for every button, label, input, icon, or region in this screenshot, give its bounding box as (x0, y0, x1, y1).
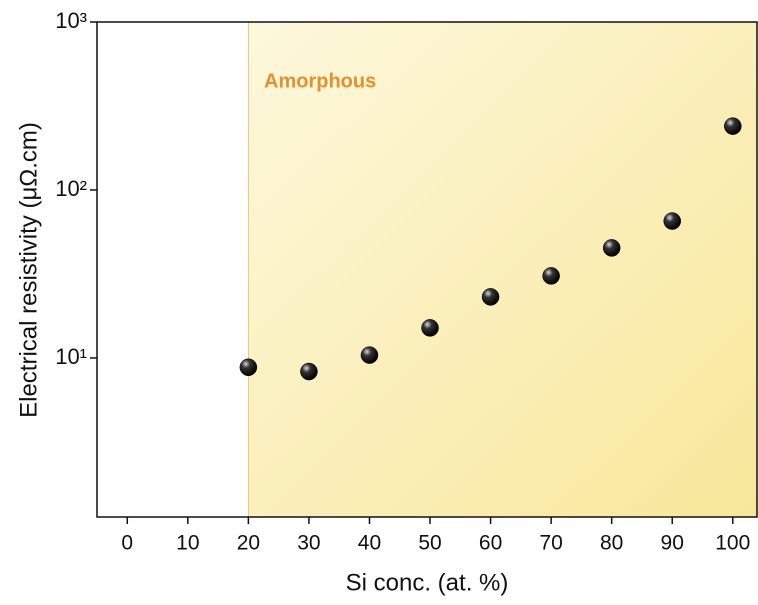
data-point (542, 267, 560, 285)
data-point (602, 239, 621, 257)
y-tick-label: 10² (55, 176, 87, 201)
x-tick-label: 80 (600, 532, 623, 555)
x-tick-label: 50 (418, 532, 441, 555)
data-point (360, 346, 379, 364)
x-tick-label: 0 (121, 532, 133, 555)
data-point (663, 212, 681, 230)
data-point (239, 358, 258, 377)
y-tick-label: 10³ (55, 8, 87, 33)
x-tick-label: 20 (237, 532, 260, 555)
x-tick-label: 90 (661, 532, 684, 555)
x-tick-label: 60 (479, 532, 502, 555)
y-axis-label: Electrical resistivity (μΩ.cm) (15, 122, 42, 418)
x-tick-label: 30 (297, 532, 320, 555)
data-point (481, 288, 500, 306)
data-point (724, 117, 742, 135)
data-point (300, 362, 318, 381)
x-tick-label: 70 (539, 532, 562, 555)
data-point (421, 319, 439, 337)
plot-frame (96, 21, 758, 518)
x-tick-label: 10 (176, 532, 199, 555)
x-axis-label: Si conc. (at. %) (346, 569, 509, 596)
x-tick-label: 100 (715, 532, 750, 555)
y-tick-label: 10¹ (55, 344, 87, 369)
annotation: Amorphous (264, 70, 376, 92)
amorphous-region (248, 22, 757, 517)
x-tick-label: 40 (358, 532, 381, 555)
